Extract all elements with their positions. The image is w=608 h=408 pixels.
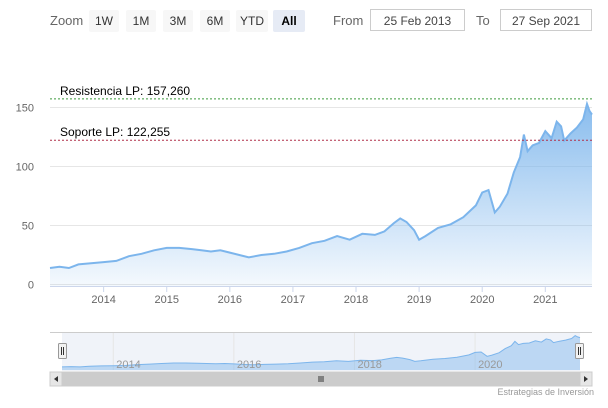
arrow-left-icon [54, 376, 58, 382]
scroll-right-button[interactable] [579, 371, 593, 387]
y-tick-label: 0 [28, 280, 34, 292]
zoom-all-button[interactable]: All [273, 10, 305, 32]
series-line [49, 100, 593, 270]
scroll-left-button[interactable] [49, 371, 63, 387]
reference-line-label: Resistencia LP: 157,260 [60, 84, 190, 98]
navigator-x-labels: 2014 2016 2018 2020 [116, 359, 502, 371]
navigator-x-label: 2020 [478, 359, 502, 371]
y-tick-label: 150 [16, 103, 34, 115]
zoom-ytd-button[interactable]: YTD [236, 10, 268, 32]
zoom-1w-button[interactable]: 1W [89, 10, 119, 32]
y-tick-label: 50 [22, 221, 34, 233]
credits-link[interactable]: Estrategias de Inversión [497, 387, 594, 397]
x-tick-label: 2016 [218, 294, 242, 306]
reference-line-label: Soporte LP: 122,255 [60, 125, 170, 139]
zoom-6m-button[interactable]: 6M [200, 10, 230, 32]
reference-lines: Resistencia LP: 157,260 Soporte LP: 122,2… [50, 84, 592, 141]
navigator-x-label: 2016 [237, 359, 261, 371]
zoom-1m-button[interactable]: 1M [126, 10, 156, 32]
x-tick-label: 2014 [91, 294, 115, 306]
y-axis: 0 50 100 150 [16, 103, 34, 292]
from-label: From [333, 13, 364, 28]
to-label: To [476, 13, 490, 28]
range-selector: Zoom 1W 1M 3M 6M YTD All From 25 Feb 201… [0, 0, 608, 44]
zoom-label: Zoom [50, 13, 84, 28]
x-tick-label: 2017 [281, 294, 305, 306]
to-date-input[interactable]: 27 Sep 2021 [500, 9, 592, 31]
x-tick-label: 2021 [533, 294, 557, 306]
y-tick-label: 100 [16, 162, 34, 174]
navigator-series-line [61, 335, 581, 368]
navigator-x-label: 2018 [357, 359, 381, 371]
x-tick-label: 2015 [154, 294, 178, 306]
navigator-right-handle[interactable] [575, 343, 584, 359]
x-axis: 2014 2015 2016 2017 2018 2019 2020 2021 [50, 286, 592, 306]
x-tick-label: 2020 [470, 294, 494, 306]
navigator[interactable]: 2014 2016 2018 2020 [50, 332, 592, 372]
series-area [50, 104, 592, 286]
from-date-input[interactable]: 25 Feb 2013 [370, 9, 465, 31]
x-tick-label: 2018 [344, 294, 368, 306]
navigator-series-area [62, 335, 580, 370]
navigator-left-handle[interactable] [58, 343, 67, 359]
zoom-3m-button[interactable]: 3M [163, 10, 193, 32]
scrollbar[interactable] [49, 371, 593, 387]
navigator-x-label: 2014 [116, 359, 140, 371]
scrollbar-grip-icon[interactable] [318, 376, 324, 382]
arrow-right-icon [584, 376, 588, 382]
x-tick-label: 2019 [407, 294, 431, 306]
